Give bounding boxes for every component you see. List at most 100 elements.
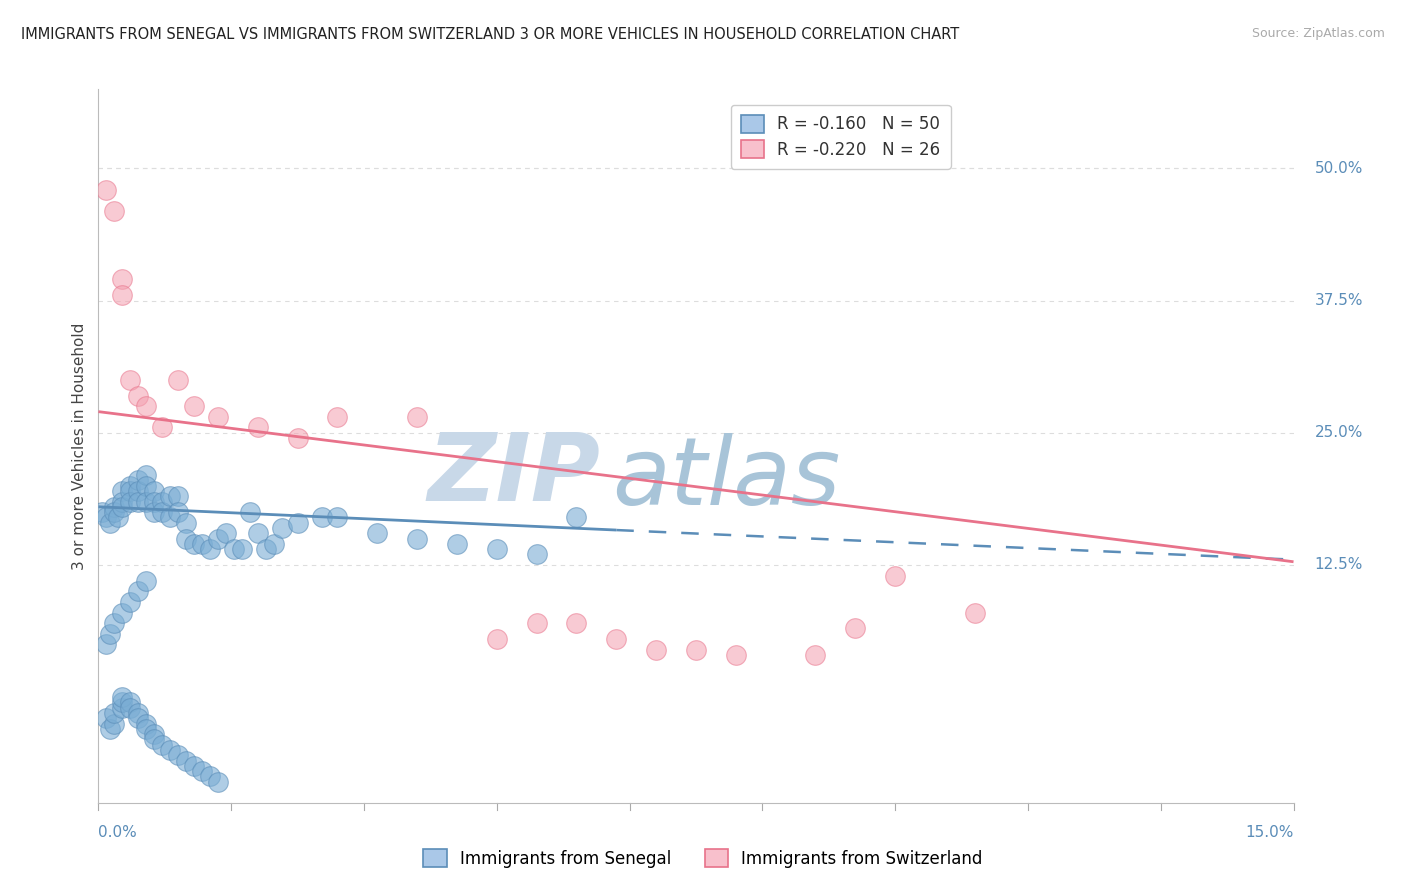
Point <box>127 706 149 720</box>
Point <box>120 595 142 609</box>
Point <box>143 732 166 747</box>
Point <box>724 648 747 662</box>
Point <box>111 500 134 514</box>
Point <box>198 769 221 783</box>
Point <box>111 700 134 714</box>
Text: IMMIGRANTS FROM SENEGAL VS IMMIGRANTS FROM SWITZERLAND 3 OR MORE VEHICLES IN HOU: IMMIGRANTS FROM SENEGAL VS IMMIGRANTS FR… <box>21 27 959 42</box>
Point <box>98 722 122 736</box>
Point <box>103 500 125 514</box>
Point <box>120 695 142 709</box>
Text: 25.0%: 25.0% <box>1315 425 1362 441</box>
Legend: Immigrants from Senegal, Immigrants from Switzerland: Immigrants from Senegal, Immigrants from… <box>415 841 991 876</box>
Point <box>215 526 238 541</box>
Text: ZIP: ZIP <box>427 428 600 521</box>
Point <box>111 494 134 508</box>
Point <box>103 616 125 631</box>
Point <box>485 632 508 646</box>
Point <box>120 483 142 498</box>
Point <box>174 516 197 530</box>
Point <box>127 474 149 488</box>
Point <box>96 510 118 524</box>
Point <box>111 483 134 498</box>
Point <box>287 431 309 445</box>
Point <box>127 711 149 725</box>
Point <box>287 516 309 530</box>
Point <box>127 389 149 403</box>
Y-axis label: 3 or more Vehicles in Household: 3 or more Vehicles in Household <box>72 322 87 570</box>
Point <box>167 505 190 519</box>
Point <box>150 494 173 508</box>
Point <box>120 494 142 508</box>
Point <box>366 526 388 541</box>
Point <box>111 695 134 709</box>
Point <box>167 489 190 503</box>
Point <box>103 203 125 218</box>
Point <box>191 537 214 551</box>
Point <box>127 494 149 508</box>
Point <box>111 272 134 286</box>
Point <box>111 288 134 302</box>
Point <box>174 754 197 768</box>
Text: atlas: atlas <box>612 433 841 524</box>
Point <box>326 409 349 424</box>
Point <box>127 483 149 498</box>
Point <box>135 468 157 483</box>
Text: 37.5%: 37.5% <box>1315 293 1362 308</box>
Point <box>120 478 142 492</box>
Point <box>605 632 627 646</box>
Point <box>183 400 205 414</box>
Point <box>963 606 986 620</box>
Point <box>174 532 197 546</box>
Point <box>526 616 548 631</box>
Point <box>207 774 229 789</box>
Point <box>565 510 588 524</box>
Point <box>135 494 157 508</box>
Point <box>222 542 245 557</box>
Point <box>143 505 166 519</box>
Point <box>326 510 349 524</box>
Point <box>111 690 134 704</box>
Point <box>565 616 588 631</box>
Text: 50.0%: 50.0% <box>1315 161 1362 176</box>
Point <box>135 716 157 731</box>
Point <box>135 400 157 414</box>
Point <box>183 537 205 551</box>
Point <box>103 505 125 519</box>
Point <box>103 716 125 731</box>
Point <box>446 537 468 551</box>
Point <box>685 642 707 657</box>
Point <box>159 489 181 503</box>
Point <box>207 409 229 424</box>
Point <box>167 373 190 387</box>
Point <box>120 700 142 714</box>
Point <box>96 183 118 197</box>
Point <box>120 373 142 387</box>
Point <box>91 505 114 519</box>
Point <box>198 542 221 557</box>
Point <box>143 494 166 508</box>
Text: Source: ZipAtlas.com: Source: ZipAtlas.com <box>1251 27 1385 40</box>
Point <box>159 743 181 757</box>
Point <box>183 759 205 773</box>
Point <box>135 574 157 588</box>
Text: 15.0%: 15.0% <box>1246 825 1294 840</box>
Point <box>207 532 229 546</box>
Point <box>143 483 166 498</box>
Text: 12.5%: 12.5% <box>1315 558 1362 573</box>
Point <box>406 532 429 546</box>
Point <box>844 621 866 635</box>
Point <box>103 706 125 720</box>
Point <box>150 738 173 752</box>
Point <box>96 637 118 651</box>
Point <box>135 478 157 492</box>
Point <box>246 526 269 541</box>
Point <box>111 606 134 620</box>
Point <box>231 542 253 557</box>
Point <box>239 505 262 519</box>
Text: 0.0%: 0.0% <box>98 825 138 840</box>
Point <box>263 537 285 551</box>
Point <box>406 409 429 424</box>
Point <box>804 648 827 662</box>
Point <box>127 584 149 599</box>
Point <box>98 516 122 530</box>
